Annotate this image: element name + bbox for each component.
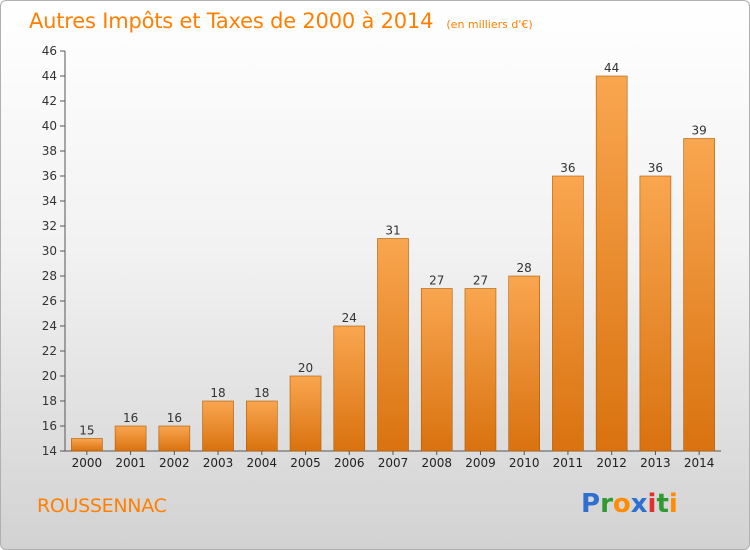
bar-2007 [377, 238, 409, 452]
bar-2014 [683, 138, 715, 452]
data-label-2009: 27 [473, 274, 488, 288]
bar-2010 [508, 275, 541, 452]
x-tick-label-2007: 2007 [378, 456, 409, 470]
data-label-2000: 15 [79, 424, 94, 438]
bar-2008 [420, 288, 453, 452]
x-tick-label-2014: 2014 [684, 456, 715, 470]
x-tick-label-2011: 2011 [553, 456, 584, 470]
x-tick-label-2005: 2005 [290, 456, 321, 470]
y-tick-label: 16 [42, 419, 57, 433]
bar-2001 [114, 425, 147, 452]
bar-2000 [71, 438, 103, 452]
x-tick-label-2006: 2006 [334, 456, 365, 470]
x-tick-label-2008: 2008 [421, 456, 452, 470]
x-tick-label-2013: 2013 [640, 456, 671, 470]
bar-2013 [639, 175, 672, 452]
bar-2002 [158, 425, 191, 452]
logo-letter: i [647, 489, 657, 519]
y-tick-label: 22 [42, 344, 57, 358]
y-tick-label: 42 [42, 94, 57, 108]
data-label-2011: 36 [560, 161, 575, 175]
x-tick-label-2009: 2009 [465, 456, 496, 470]
data-label-2002: 16 [167, 411, 182, 425]
data-label-2014: 39 [691, 124, 706, 138]
bar-2012 [595, 75, 628, 452]
data-label-2010: 28 [517, 261, 532, 275]
y-tick-label: 28 [42, 269, 57, 283]
y-tick-label: 24 [42, 319, 57, 333]
logo-letter: r [600, 489, 613, 519]
x-tick-label-2010: 2010 [509, 456, 540, 470]
bar-2011 [552, 175, 584, 452]
bar-2004 [246, 400, 278, 452]
y-tick-label: 18 [42, 394, 57, 408]
y-tick-label: 40 [42, 119, 57, 133]
data-label-2008: 27 [429, 274, 444, 288]
x-tick-label-2000: 2000 [72, 456, 103, 470]
data-label-2004: 18 [254, 386, 269, 400]
logo-letter: i [668, 489, 678, 519]
title-block: Autres Impôts et Taxes de 2000 à 2014 (e… [29, 9, 533, 33]
data-label-2012: 44 [604, 61, 619, 75]
data-label-2001: 16 [123, 411, 138, 425]
bar-2009 [464, 288, 497, 452]
commune-name: ROUSSENNAC [37, 495, 167, 517]
logo-letter: t [656, 489, 669, 519]
x-tick-label-2003: 2003 [203, 456, 234, 470]
y-tick-label: 20 [42, 369, 57, 383]
y-tick-label: 46 [42, 44, 57, 58]
y-tick-label: 44 [42, 69, 57, 83]
y-tick-label: 14 [42, 444, 57, 458]
x-tick-label-2004: 2004 [247, 456, 278, 470]
bar-2006 [333, 325, 366, 452]
chart-title: Autres Impôts et Taxes de 2000 à 2014 [29, 9, 434, 33]
x-tick-label-2001: 2001 [115, 456, 146, 470]
x-tick-label-2012: 2012 [596, 456, 627, 470]
data-label-2013: 36 [648, 161, 663, 175]
y-tick-label: 36 [42, 169, 57, 183]
data-label-2005: 20 [298, 361, 313, 375]
x-tick-label-2002: 2002 [159, 456, 190, 470]
logo-letter: P [581, 489, 601, 519]
logo-letter: o [612, 489, 631, 519]
chart-subtitle: (en milliers d'€) [446, 18, 533, 31]
bar-2003 [202, 400, 234, 452]
y-tick-label: 34 [42, 194, 57, 208]
y-tick-label: 30 [42, 244, 57, 258]
logo-letter: x [630, 489, 648, 519]
data-label-2003: 18 [210, 386, 225, 400]
y-tick-label: 26 [42, 294, 57, 308]
data-label-2007: 31 [385, 224, 400, 238]
proxiti-logo: Proxiti [581, 489, 678, 519]
bar-2005 [289, 375, 322, 452]
data-label-2006: 24 [342, 311, 357, 325]
y-tick-label: 32 [42, 219, 57, 233]
y-tick-label: 38 [42, 144, 57, 158]
